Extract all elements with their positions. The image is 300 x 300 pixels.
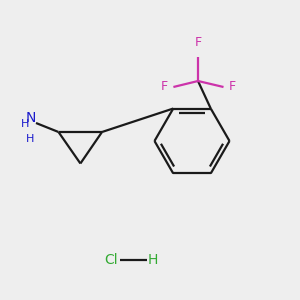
Text: F: F (229, 80, 236, 94)
Text: F: F (161, 80, 168, 94)
Text: Cl: Cl (104, 253, 118, 266)
Text: N: N (26, 111, 36, 124)
Text: F: F (194, 37, 202, 50)
Text: H: H (20, 118, 29, 129)
Text: H: H (26, 134, 34, 144)
Text: H: H (148, 253, 158, 266)
